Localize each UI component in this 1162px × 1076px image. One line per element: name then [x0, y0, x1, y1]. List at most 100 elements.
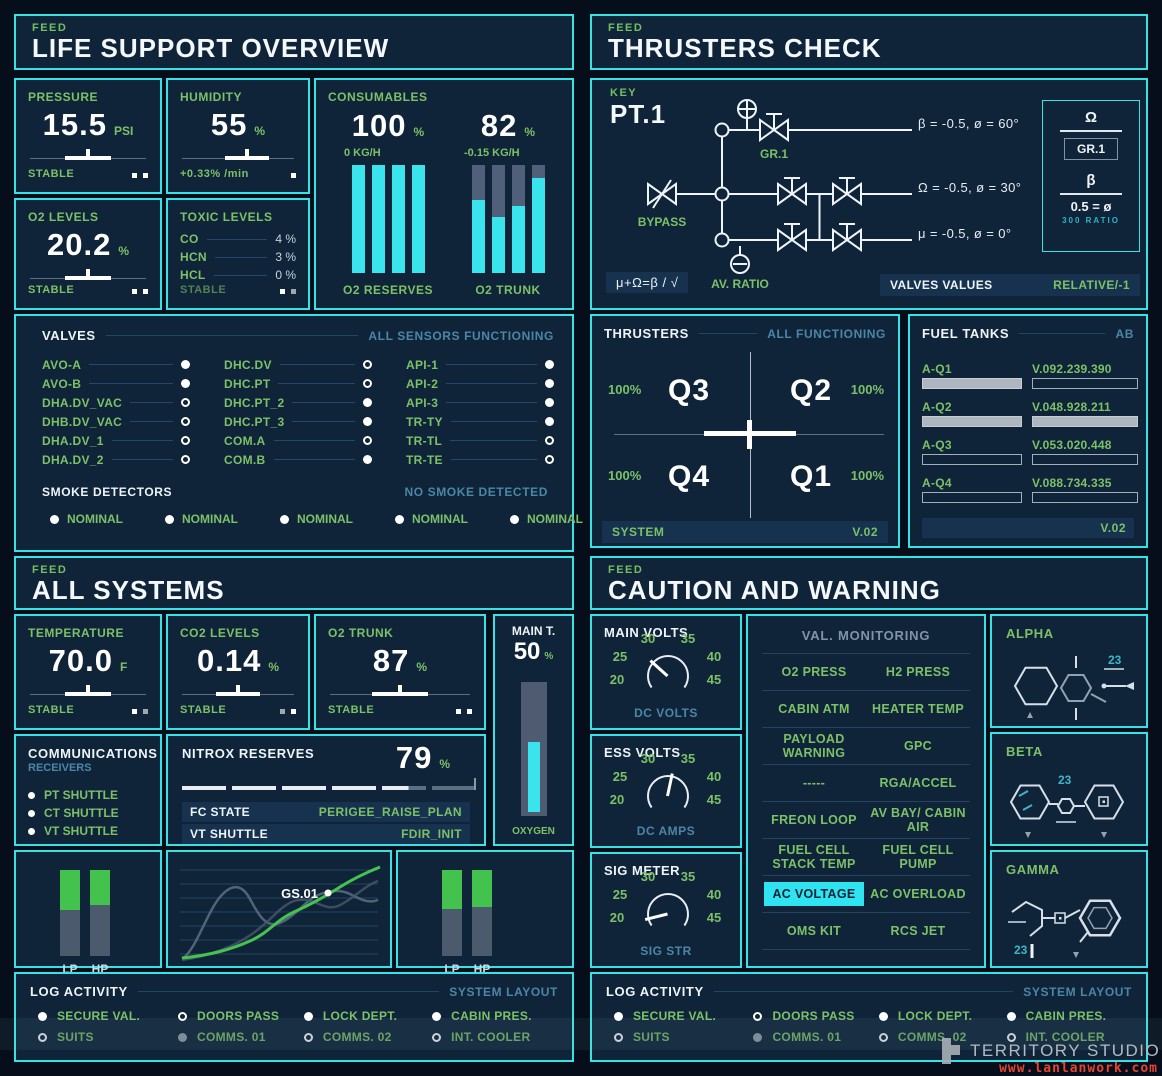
tank-value: V.053.020.448	[1032, 438, 1112, 452]
tank-bar	[1032, 378, 1138, 389]
caution-warning-header: FEED CAUTION AND WARNING	[590, 556, 1148, 610]
panel-label: LOG ACTIVITY	[30, 984, 128, 999]
key-title: PT.1	[610, 99, 667, 129]
status-dot	[38, 1011, 47, 1021]
group-name: O2 RESERVES	[343, 283, 433, 297]
ess-volts-gauge: ESS VOLTS 30 35 25 40 20 45 DC AMPS	[590, 734, 742, 848]
main-volts-gauge: MAIN VOLTS 30 35 25 40 20 45 DC VOLTS	[590, 614, 742, 730]
gauge-arc	[647, 775, 689, 809]
gauge-unit-label: DC AMPS	[636, 824, 696, 838]
panel-label: FUEL TANKS	[922, 326, 1010, 341]
annunciator-tile[interactable]: AC OVERLOAD	[870, 887, 966, 901]
panel-label: NITROX RESERVES	[182, 746, 315, 761]
status-dot	[878, 1011, 888, 1021]
layout-link[interactable]: SYSTEM LAYOUT	[1023, 984, 1132, 999]
status-badge: STABLE	[28, 704, 75, 716]
group-name: O2 TRUNK	[475, 283, 541, 297]
indicator-squares	[126, 281, 148, 299]
valve-row: DHA.DV_VAC	[42, 393, 190, 412]
equation-omega: Ω = -0.5, ø = 30°	[918, 180, 1022, 195]
annunciator-tile[interactable]: HEATER TEMP	[872, 702, 964, 716]
communications-panel: COMMUNICATIONS RECEIVERS PT SHUTTLE CT S…	[14, 734, 162, 846]
toxic-name: HCL	[180, 268, 206, 282]
co2-levels-panel: CO2 LEVELS 0.14% STABLE	[166, 614, 310, 730]
annunciator-tile[interactable]: -----	[802, 776, 826, 790]
annunciator-tile[interactable]: PAYLOAD WARNING	[782, 732, 846, 760]
fuel-tanks-panel: FUEL TANKS AB A-Q1 V.092.239.390 A-Q2 V.…	[908, 314, 1148, 548]
divider	[713, 991, 1014, 992]
annunciator-tile[interactable]: CABIN ATM	[778, 702, 850, 716]
life-support-header: FEED LIFE SUPPORT OVERVIEW	[14, 14, 574, 70]
log-item: DOORS PASS	[753, 1009, 870, 1023]
annunciator-tile[interactable]: O2 PRESS	[781, 665, 847, 679]
stat-label: TEMPERATURE	[28, 626, 124, 640]
smoke-item: NOMINAL	[395, 512, 468, 526]
stat-value: 50	[513, 638, 541, 665]
annunciator-tile[interactable]: FREON LOOP	[771, 813, 857, 827]
o2-levels-panel: O2 LEVELS 20.2% STABLE	[14, 198, 162, 310]
valve-status-dot	[181, 417, 190, 426]
av-ratio-label: AV. RATIO	[711, 277, 769, 291]
tank-name: A-Q4	[922, 476, 952, 490]
stat-value: 82	[480, 108, 518, 143]
annunciator-tile[interactable]: H2 PRESS	[885, 665, 951, 679]
valve-row: DHC.PT	[224, 374, 372, 393]
valve-row: DHC.PT_3	[224, 412, 372, 431]
consumables-panel: CONSUMABLES 100% 0 KG/H O2 RESERVES 82% …	[314, 78, 574, 310]
annunciator-tile[interactable]: FUEL CELL PUMP	[882, 843, 954, 871]
feed-kicker: FEED	[32, 564, 68, 576]
tank-name: A-Q1	[922, 362, 952, 376]
equation-mu: μ = -0.5, ø = 0°	[918, 226, 1012, 241]
sensors-status: ALL SENSORS FUNCTIONING	[368, 328, 554, 343]
indicator-squares	[274, 701, 296, 719]
valve-row: COM.A	[224, 431, 372, 450]
valve-status-dot	[363, 398, 372, 407]
bypass-label: BYPASS	[638, 215, 686, 229]
status-dot	[395, 514, 404, 524]
thrusters-check-header: FEED THRUSTERS CHECK	[590, 14, 1148, 70]
indicator-squares	[285, 165, 296, 183]
valve-status-dot	[363, 360, 372, 369]
valve-grid: AVO-A AVO-B DHA.DV_VAC DHB.DV_VAC DHA.DV…	[42, 355, 554, 469]
beta-molecule-diagram: 23	[1009, 773, 1125, 838]
annunciator-tile[interactable]: OMS KIT	[786, 924, 842, 938]
log-item: LOCK DEPT.	[303, 1009, 424, 1023]
tank-value: V.092.239.390	[1032, 362, 1112, 376]
status-dot	[614, 1032, 623, 1042]
gauge-unit-label: SIG STR	[640, 944, 692, 958]
tank-name: A-Q2	[922, 400, 952, 414]
annunciator-tile[interactable]: AV BAY/ CABIN AIR	[870, 806, 966, 834]
tank-bar	[922, 492, 1022, 503]
tank-value: V.088.734.335	[1032, 476, 1112, 490]
annunciator-tile[interactable]: FUEL CELL STACK TEMP	[772, 843, 856, 871]
crosshair-horizontal	[788, 434, 884, 435]
layout-link[interactable]: SYSTEM LAYOUT	[449, 984, 558, 999]
feed-kicker: FEED	[32, 22, 68, 34]
equation-beta: β = -0.5, ø = 60°	[918, 116, 1020, 131]
section-label: SMOKE DETECTORS	[42, 485, 173, 499]
gauge-arc	[647, 655, 689, 689]
tank-bar	[1032, 454, 1138, 465]
annunciator-tile-alert[interactable]: AC VOLTAGE	[764, 882, 864, 906]
panel-title: VAL. MONITORING	[801, 628, 931, 643]
panel-sublabel: RECEIVERS	[28, 762, 92, 774]
panel-label: MAIN T.	[511, 624, 556, 638]
stat-label: CO2 LEVELS	[180, 626, 260, 640]
level-slider	[182, 685, 294, 699]
key-kicker: KEY	[610, 87, 638, 99]
status-badge: STABLE	[180, 284, 227, 296]
tank-bar	[922, 378, 1022, 389]
gs01-graph: GS.01	[180, 865, 381, 962]
status-dot	[614, 1011, 623, 1021]
pressure-panel: PRESSURE 15.5 PSI STABLE	[14, 78, 162, 194]
formula-badge: μ+Ω=β / √	[606, 272, 689, 293]
annunciator-tile[interactable]: RCS JET	[890, 924, 946, 938]
thrusters-status: ALL FUNCTIONING	[767, 326, 886, 341]
annunciator-tile[interactable]: RGA/ACCEL	[879, 776, 957, 790]
stat-label: O2 LEVELS	[28, 210, 99, 224]
level-slider	[330, 685, 470, 699]
annunciator-tile[interactable]: GPC	[904, 739, 932, 753]
valve-status-dot	[181, 360, 190, 369]
level-slider	[30, 685, 146, 699]
piping-diagram: GR.1 BYPASS AV. RATIO	[638, 99, 912, 291]
